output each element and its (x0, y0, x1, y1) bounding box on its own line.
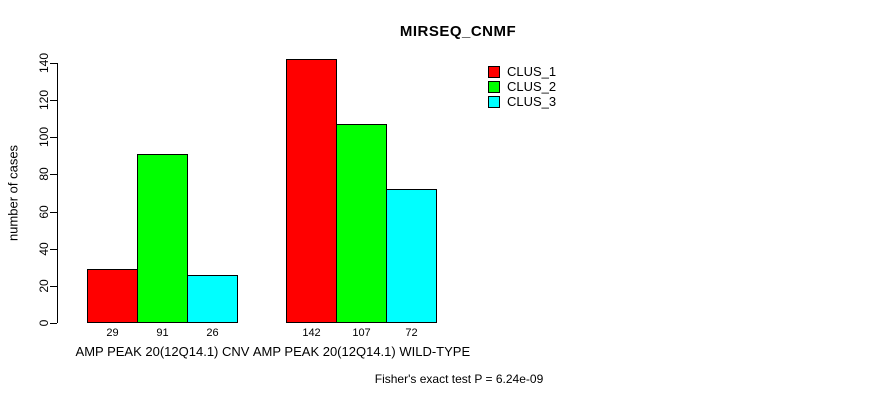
legend-swatch-clus_1 (488, 66, 500, 78)
y-tick-mark (50, 137, 57, 139)
y-tick-label: 0 (37, 319, 51, 327)
annotation-text: Fisher's exact test P = 6.24e-09 (374, 372, 544, 386)
bar-clus_2 (137, 154, 188, 323)
y-tick-label: 120 (37, 90, 51, 111)
y-tick-mark (50, 211, 57, 213)
bar-clus_3 (187, 274, 238, 323)
y-axis-title: number of cases (5, 144, 21, 242)
legend-item: CLUS_1 (488, 64, 557, 79)
y-axis-line (57, 63, 58, 323)
bar-value-label: 107 (352, 327, 371, 339)
legend-swatch-clus_3 (488, 96, 500, 108)
y-tick-label: 40 (37, 242, 51, 256)
bar-clus_1 (87, 269, 138, 323)
bar-clus_3 (386, 189, 437, 323)
bar-value-label: 29 (106, 327, 119, 339)
category-label: AMP PEAK 20(12Q14.1) CNV (75, 344, 250, 359)
bar-value-label: 26 (206, 327, 219, 339)
bar-value-label: 142 (302, 327, 321, 339)
category-label: AMP PEAK 20(12Q14.1) WILD-TYPE (252, 344, 471, 359)
y-tick-mark (50, 323, 57, 324)
y-tick-mark (50, 174, 57, 176)
bar-value-label: 91 (156, 327, 169, 339)
y-tick-mark (50, 63, 57, 64)
legend-swatch-clus_2 (488, 81, 500, 93)
y-tick-label: 100 (37, 127, 51, 148)
y-tick-mark (50, 100, 57, 102)
bar-clus_1 (286, 59, 337, 323)
legend-item: CLUS_3 (488, 94, 557, 109)
y-tick-label: 60 (37, 204, 51, 219)
y-tick-label: 140 (37, 52, 51, 74)
y-tick-mark (50, 285, 57, 287)
legend-label: CLUS_3 (507, 94, 557, 109)
y-tick-mark (50, 248, 57, 250)
legend: CLUS_1 CLUS_2 CLUS_3 (488, 64, 557, 109)
y-tick-label: 20 (37, 279, 51, 293)
bar-value-label: 72 (405, 327, 418, 339)
chart-title: MIRSEQ_CNMF (399, 23, 517, 40)
bar-clus_2 (336, 124, 387, 323)
y-tick-label: 80 (37, 167, 51, 182)
legend-item: CLUS_2 (488, 79, 557, 94)
legend-label: CLUS_1 (507, 64, 557, 79)
legend-label: CLUS_2 (507, 79, 557, 94)
